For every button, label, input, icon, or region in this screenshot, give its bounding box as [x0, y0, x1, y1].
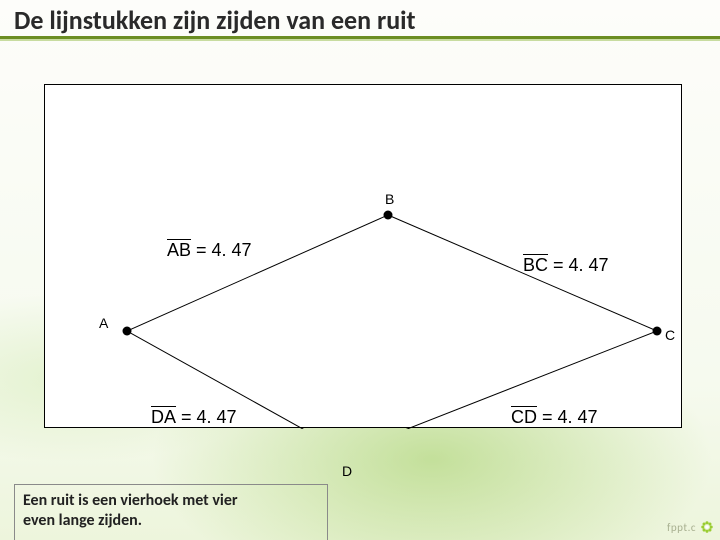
segment-value-BC: = 4. 47: [548, 255, 609, 275]
definition-caption: Een ruit is een vierhoek met vier even l…: [14, 484, 328, 540]
vertex-label-D: D: [342, 463, 352, 479]
segment-value-AB: = 4. 47: [191, 240, 252, 260]
flower-icon: [700, 520, 714, 534]
vertex-A: [123, 327, 132, 336]
brand-mark: fppt.c: [667, 520, 714, 534]
segment-value-CD: = 4. 47: [537, 407, 598, 427]
segment-name-AB: AB: [167, 240, 191, 261]
caption-line2: even lange zijden.: [23, 511, 319, 531]
segment-name-CD: CD: [511, 407, 537, 428]
brand-text: fppt.c: [667, 521, 696, 534]
segment-name-DA: DA: [151, 407, 176, 428]
vertex-label-A: A: [99, 315, 108, 331]
segment-label-BC: BC = 4. 47: [523, 255, 609, 276]
vertex-label-B: B: [385, 191, 394, 207]
edge-CD: [346, 331, 657, 429]
vertex-C: [653, 327, 662, 336]
segment-name-BC: BC: [523, 255, 548, 276]
slide-title: De lijnstukken zijn zijden van een ruit: [14, 4, 416, 36]
segment-label-CD: CD = 4. 47: [511, 407, 598, 428]
segment-label-DA: DA = 4. 47: [151, 407, 237, 428]
rhombus-figure: ABCDAB = 4. 47BC = 4. 47CD = 4. 47DA = 4…: [44, 84, 682, 428]
segment-value-DA: = 4. 47: [176, 407, 237, 427]
caption-line1: Een ruit is een vierhoek met vier: [23, 491, 319, 511]
vertex-label-C: C: [665, 327, 675, 343]
vertex-B: [384, 211, 393, 220]
edge-AB: [127, 215, 388, 331]
title-bar: De lijnstukken zijn zijden van een ruit: [0, 0, 720, 40]
title-underline-light: [0, 39, 720, 41]
segment-label-AB: AB = 4. 47: [167, 240, 252, 261]
